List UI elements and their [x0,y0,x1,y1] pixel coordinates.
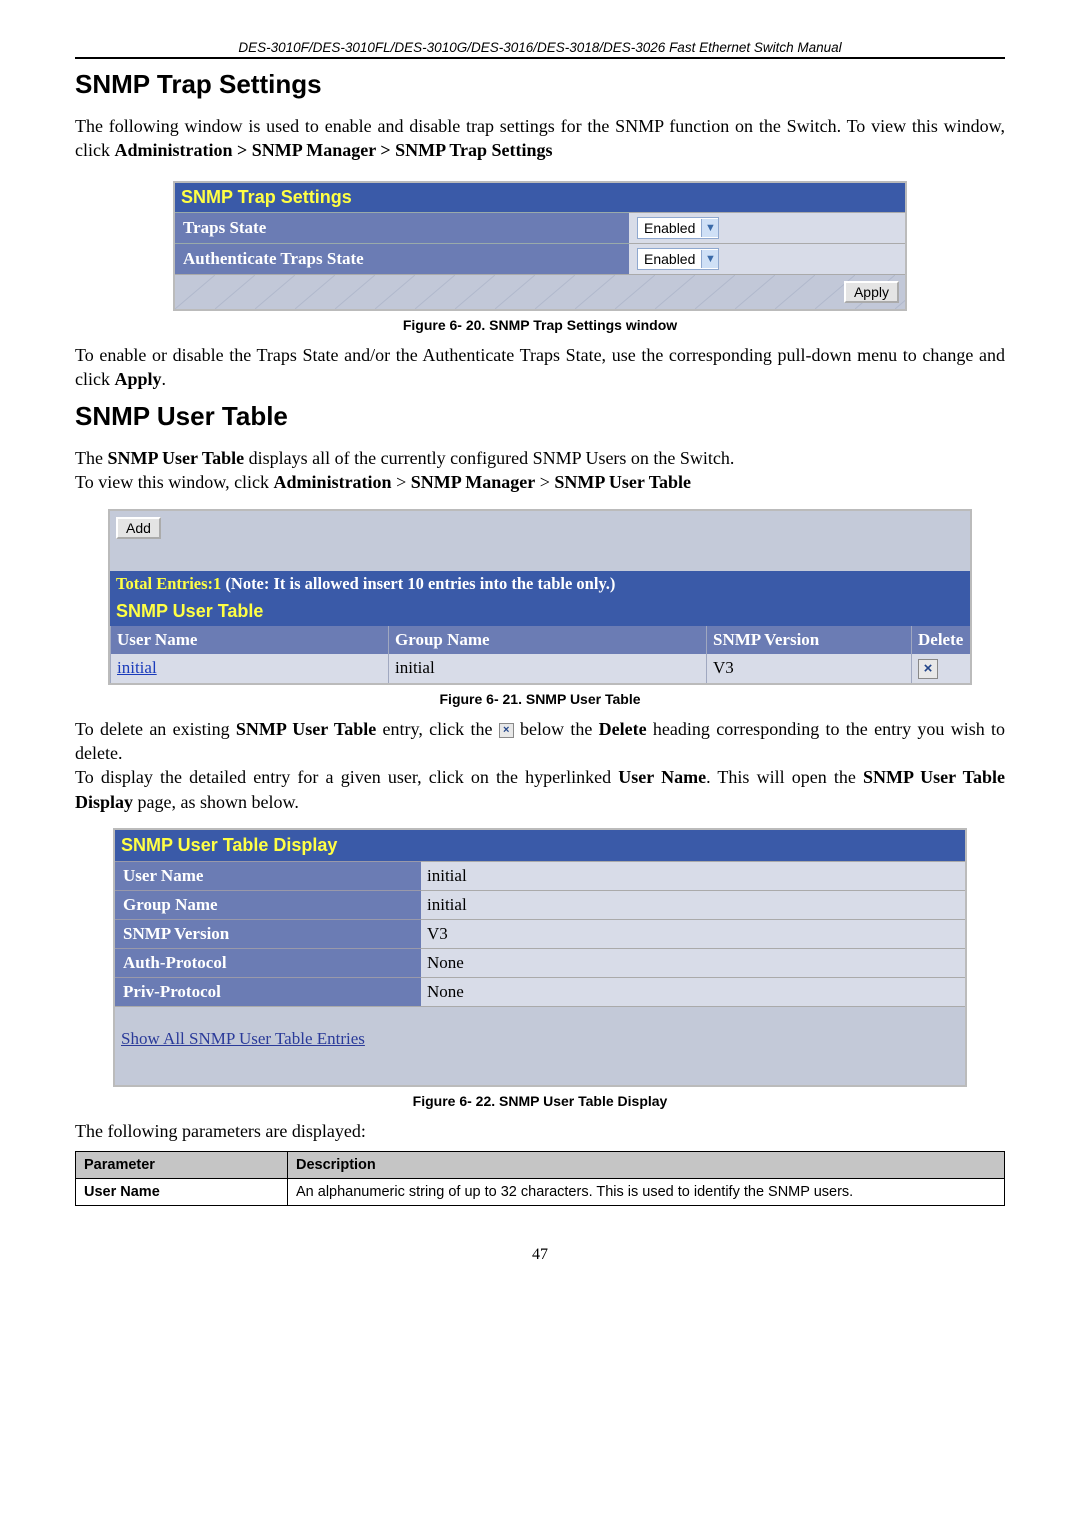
bold: SNMP User Table [107,448,244,468]
text: To view this window, click [75,472,274,492]
apply-bold: Apply [114,369,161,389]
text: . This will open the [706,767,863,787]
show-all-entries-link[interactable]: Show All SNMP User Table Entries [121,1029,365,1048]
cell-description: An alphanumeric string of up to 32 chara… [288,1179,1005,1206]
param-name: User Name [84,1184,160,1200]
param-intro: The following parameters are displayed: [75,1119,1005,1143]
table-row: User Name An alphanumeric string of up t… [76,1179,1005,1206]
text: displays all of the currently configured… [244,448,734,468]
text: To display the detailed entry for a give… [75,767,618,787]
total-entries-note-text: (Note: It is allowed insert 10 entries i… [225,574,615,593]
user-table-intro1: The SNMP User Table displays all of the … [75,446,1005,470]
label-user-name: User Name [115,861,421,890]
text: To delete an existing [75,719,236,739]
display-instruction: To display the detailed entry for a give… [75,765,1005,814]
text: page, as shown below. [133,792,299,812]
value-snmp-version: V3 [421,919,965,948]
label-snmp-version: SNMP Version [115,919,421,948]
figure-snmp-trap-settings: SNMP Trap Settings Traps State Enabled ▼… [173,181,907,311]
parameter-table: Parameter Description User Name An alpha… [75,1151,1005,1206]
table-title: SNMP User Table [110,597,970,626]
label-priv-protocol: Priv-Protocol [115,977,421,1006]
figure-caption-6-20: Figure 6- 20. SNMP Trap Settings window [75,317,1005,333]
select-value: Enabled [638,251,701,267]
value-auth-protocol: None [421,948,965,977]
col-parameter: Parameter [76,1152,288,1179]
select-value: Enabled [638,220,701,236]
delete-icon: × [499,723,514,738]
total-entries-note: Total Entries:1 (Note: It is allowed ins… [110,571,970,597]
cell-parameter: User Name [76,1179,288,1206]
heading-snmp-user-table: SNMP User Table [75,401,1005,432]
bold: SNMP User Table [554,472,691,492]
chevron-down-icon: ▼ [701,250,718,268]
header-rule [75,57,1005,59]
text: . [162,369,167,389]
figure-caption-6-22: Figure 6- 22. SNMP User Table Display [75,1093,1005,1109]
text: entry, click the [376,719,499,739]
col-group-name: Group Name [388,626,706,654]
user-name-link[interactable]: initial [117,658,157,677]
col-user-name: User Name [110,626,388,654]
label-group-name: Group Name [115,890,421,919]
bold: SNMP User Table [236,719,376,739]
add-button[interactable]: Add [116,517,161,539]
text: > [392,472,411,492]
trap-intro-paragraph: The following window is used to enable a… [75,114,1005,163]
trap-after-paragraph: To enable or disable the Traps State and… [75,343,1005,392]
label-traps-state: Traps State [175,212,629,243]
table-header-row: User Name Group Name SNMP Version Delete [110,626,970,654]
delete-instruction: To delete an existing SNMP User Table en… [75,717,1005,766]
manual-header: DES-3010F/DES-3010FL/DES-3010G/DES-3016/… [75,40,1005,57]
value-user-name: initial [421,861,965,890]
delete-icon[interactable]: × [918,659,938,679]
chevron-down-icon: ▼ [701,219,718,237]
panel-title: SNMP Trap Settings [175,183,905,212]
bold: User Name [618,767,706,787]
bold: Delete [599,719,647,739]
select-auth-traps-state[interactable]: Enabled ▼ [637,248,719,270]
bold: Administration [274,472,392,492]
table-header-row: Parameter Description [76,1152,1005,1179]
value-priv-protocol: None [421,977,965,1006]
label-auth-traps-state: Authenticate Traps State [175,243,629,274]
text: To enable or disable the Traps State and… [75,345,1005,389]
user-table-intro2: To view this window, click Administratio… [75,470,1005,494]
page-number: 47 [75,1246,1005,1264]
table-row: initial initial V3 × [110,654,970,683]
col-snmp-version: SNMP Version [706,626,911,654]
value-group-name: initial [421,890,965,919]
figure-caption-6-21: Figure 6- 21. SNMP User Table [75,691,1005,707]
text: > [535,472,554,492]
heading-snmp-trap-settings: SNMP Trap Settings [75,69,1005,100]
bold: SNMP Manager [411,472,535,492]
text: below the [514,719,599,739]
col-delete: Delete [911,626,970,654]
figure-snmp-user-table: Add Total Entries:1 (Note: It is allowed… [108,509,972,685]
figure-snmp-user-table-display: SNMP User Table Display User Nameinitial… [113,828,967,1087]
col-description: Description [288,1152,1005,1179]
text: The [75,448,107,468]
total-entries-count: Total Entries:1 [116,574,225,593]
apply-button[interactable]: Apply [844,281,899,303]
cell-snmp-version: V3 [706,654,911,683]
panel-title: SNMP User Table Display [115,830,965,861]
label-auth-protocol: Auth-Protocol [115,948,421,977]
select-traps-state[interactable]: Enabled ▼ [637,217,719,239]
cell-group-name: initial [388,654,706,683]
breadcrumb-path: Administration > SNMP Manager > SNMP Tra… [114,140,552,160]
